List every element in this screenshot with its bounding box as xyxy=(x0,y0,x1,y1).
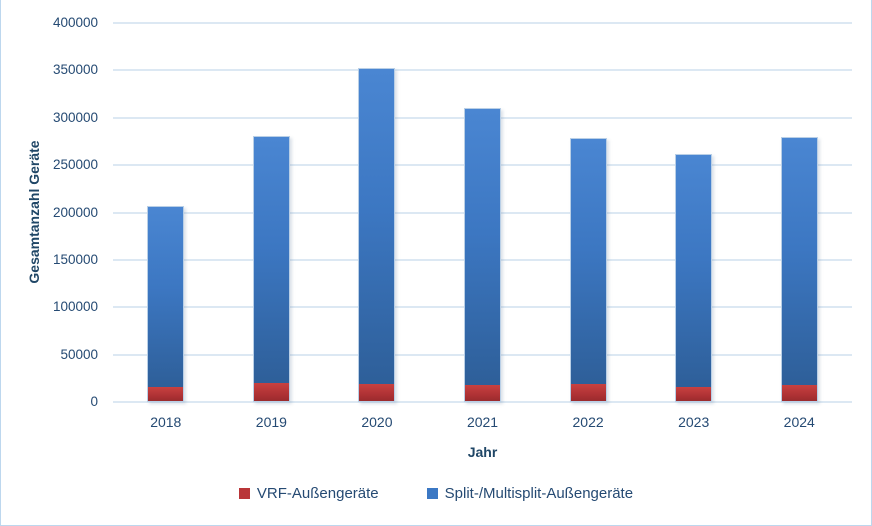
bars xyxy=(113,23,852,402)
split-multisplit-segment xyxy=(781,137,817,385)
split-multisplit-segment xyxy=(465,109,501,385)
gridline xyxy=(113,22,852,24)
legend: VRF-Außengeräte Split-/Multisplit-Außenge… xyxy=(1,485,871,502)
plot-area xyxy=(113,22,852,403)
bar-slot xyxy=(113,23,219,402)
stacked-bar-2019 xyxy=(252,135,290,402)
y-tick-label: 200000 xyxy=(52,204,98,220)
gridline xyxy=(113,401,852,403)
legend-item: VRF-Außengeräte xyxy=(238,485,379,502)
bar-slot xyxy=(641,23,747,402)
bar-slot xyxy=(535,23,641,402)
y-tick-label: 150000 xyxy=(52,251,98,267)
split-multisplit-segment xyxy=(148,206,184,387)
legend-swatch-icon xyxy=(238,488,250,499)
y-tick-label: 400000 xyxy=(52,15,98,30)
split-multisplit-segment xyxy=(253,136,289,384)
stacked-bar-2023 xyxy=(675,153,713,402)
y-axis-tick-labels: 400000 350000 300000 250000 200000 150000 1000… xyxy=(1,15,104,409)
y-tick-label: 300000 xyxy=(52,109,98,125)
x-axis-tick-labels: 2018 2019 2020 2021 2022 2023 2024 xyxy=(113,414,852,430)
vrf-segment xyxy=(676,386,712,401)
bar-slot xyxy=(430,23,536,402)
legend-item: Split-/Multisplit-Außengeräte xyxy=(426,485,634,502)
y-tick-label: 350000 xyxy=(52,62,98,78)
x-tick-label: 2023 xyxy=(678,414,710,430)
stacked-bar-2022 xyxy=(569,137,607,402)
stacked-bar-2024 xyxy=(780,136,818,402)
bar-slot xyxy=(219,23,325,402)
legend-label: VRF-Außengeräte xyxy=(256,485,379,502)
legend-label: Split-/Multisplit-Außengeräte xyxy=(444,485,634,502)
x-axis-title: Jahr xyxy=(467,444,498,460)
vrf-segment xyxy=(253,383,289,401)
bar-slot xyxy=(746,23,852,402)
x-tick-label: 2022 xyxy=(572,414,604,430)
y-tick-label: 0 xyxy=(90,394,98,409)
x-tick-label: 2020 xyxy=(361,414,393,430)
vrf-segment xyxy=(781,385,817,401)
split-multisplit-segment xyxy=(676,154,712,387)
bar-slot xyxy=(324,23,430,402)
x-tick-label: 2018 xyxy=(150,414,182,430)
split-multisplit-segment xyxy=(359,69,395,385)
vrf-segment xyxy=(570,384,606,401)
vrf-segment xyxy=(359,384,395,401)
stacked-bar-2018 xyxy=(147,205,185,402)
y-tick-label: 50000 xyxy=(60,346,98,362)
x-tick-label: 2021 xyxy=(466,414,499,430)
y-tick-label: 250000 xyxy=(52,157,98,173)
vrf-segment xyxy=(465,385,501,401)
x-tick-label: 2019 xyxy=(255,414,287,430)
vrf-segment xyxy=(148,386,184,401)
gridline xyxy=(113,69,852,72)
x-tick-label: 2024 xyxy=(783,414,815,430)
legend-swatch-icon xyxy=(426,488,438,499)
stacked-bar-2020 xyxy=(358,68,396,402)
split-multisplit-segment xyxy=(570,138,606,385)
y-tick-label: 100000 xyxy=(52,299,98,315)
stacked-bar-2021 xyxy=(464,108,502,402)
